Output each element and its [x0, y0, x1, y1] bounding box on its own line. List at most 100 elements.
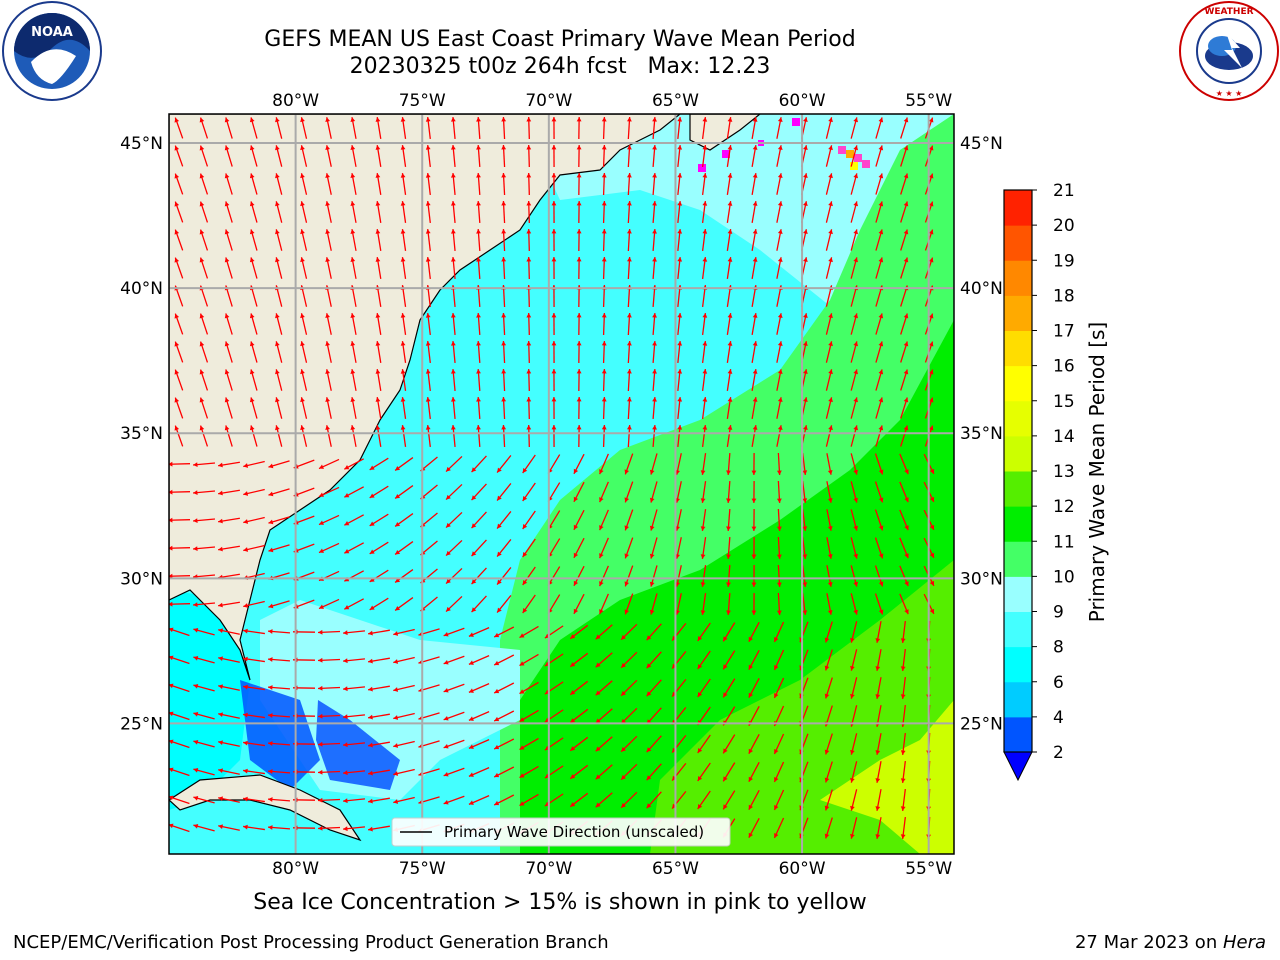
wave-vector — [300, 341, 308, 363]
wave-vector — [569, 736, 589, 752]
wave-vector — [576, 396, 582, 420]
wave-vector — [751, 480, 757, 504]
lat-tick-left: 35°N — [120, 424, 163, 444]
wave-vector — [344, 486, 364, 498]
wave-vector — [649, 537, 658, 559]
wave-vector — [850, 229, 859, 251]
wave-vector — [249, 117, 258, 139]
wave-vector — [400, 425, 407, 447]
wave-vector — [368, 741, 390, 748]
wave-vector — [443, 655, 465, 665]
wave-vector — [599, 565, 609, 587]
wave-vector — [342, 742, 366, 748]
wave-vector — [595, 624, 613, 640]
wave-vector — [325, 425, 332, 447]
wave-vector — [400, 117, 407, 139]
wave-vector — [199, 229, 209, 251]
wave-vector — [576, 256, 582, 280]
wave-vector — [573, 453, 585, 475]
wave-vector — [450, 144, 456, 168]
wave-vector — [576, 200, 582, 224]
wave-vector — [471, 567, 487, 585]
wave-vector — [471, 595, 487, 613]
wave-vector — [275, 257, 283, 279]
wave-vector — [576, 368, 582, 392]
wave-vector — [802, 565, 808, 587]
wave-vector — [825, 425, 833, 447]
wave-vector — [425, 200, 431, 224]
wave-vector — [646, 763, 662, 781]
wave-vector — [368, 657, 390, 664]
wave-vector — [652, 144, 657, 168]
wave-vector — [573, 593, 585, 615]
wave-vector — [751, 313, 758, 335]
wave-vector — [652, 396, 657, 420]
colorbar-segment — [1004, 576, 1032, 612]
wave-vector — [802, 509, 808, 531]
wave-vector — [369, 597, 389, 611]
wave-vector — [267, 825, 291, 830]
wave-vector — [325, 145, 332, 167]
wave-vector — [476, 256, 481, 280]
wave-vector — [192, 602, 216, 608]
lon-tick-top: 60°W — [779, 91, 826, 111]
wave-vector — [773, 761, 785, 783]
wave-vector — [275, 341, 283, 363]
wave-vector — [224, 257, 233, 279]
wave-vector — [496, 455, 512, 473]
wave-vector — [601, 424, 607, 448]
wave-vector — [875, 677, 882, 699]
wave-vector — [174, 313, 184, 335]
wave-vector — [850, 761, 858, 783]
svg-text:WEATHER: WEATHER — [1204, 7, 1253, 17]
wave-vector — [342, 798, 366, 804]
wave-vector — [325, 117, 332, 139]
wave-vector — [726, 397, 733, 419]
land-mass — [169, 114, 761, 842]
wave-vector — [249, 425, 258, 447]
wave-vector — [400, 397, 407, 419]
wave-vector — [317, 685, 341, 691]
wave-vector — [677, 200, 683, 224]
wave-vector — [174, 425, 184, 447]
wave-vector — [519, 793, 539, 807]
wave-vector — [218, 796, 240, 803]
wave-vector — [394, 569, 414, 583]
lat-tick-left: 45°N — [120, 134, 163, 154]
wave-vector — [526, 368, 532, 392]
wave-vector — [569, 624, 589, 640]
wave-vector — [350, 257, 357, 279]
wave-vector — [601, 340, 607, 364]
wave-vector — [275, 201, 283, 223]
wave-vector — [826, 453, 833, 475]
wave-vector — [400, 257, 407, 279]
colorbar-tick: 18 — [1053, 286, 1075, 306]
wave-vector — [773, 677, 785, 699]
wave-vector — [400, 313, 407, 335]
wave-vector — [874, 593, 884, 615]
colorbar-tick: 8 — [1053, 638, 1064, 658]
wave-vector — [318, 514, 340, 526]
wave-vector — [824, 761, 833, 783]
wave-vector — [268, 460, 290, 469]
wave-vector — [850, 649, 858, 671]
wave-vector — [394, 457, 414, 471]
wave-vector — [174, 369, 184, 391]
wave-vector — [850, 593, 858, 615]
wave-vector — [243, 768, 265, 775]
wave-vector — [350, 145, 357, 167]
wave-vector — [900, 257, 909, 279]
wave-vector — [776, 313, 783, 335]
wave-vector — [748, 621, 760, 643]
wave-vector — [243, 488, 265, 496]
wave-vector — [375, 229, 382, 251]
lon-tick-bottom: 80°W — [272, 859, 319, 879]
wave-vector — [375, 257, 382, 279]
wave-vector — [243, 740, 265, 747]
colorbar-segment — [1004, 611, 1032, 648]
wave-vector — [627, 172, 632, 196]
wave-vector — [224, 201, 233, 223]
colorbar-tick: 9 — [1053, 603, 1064, 623]
wave-vector — [169, 795, 190, 805]
wave-vector — [751, 452, 757, 476]
